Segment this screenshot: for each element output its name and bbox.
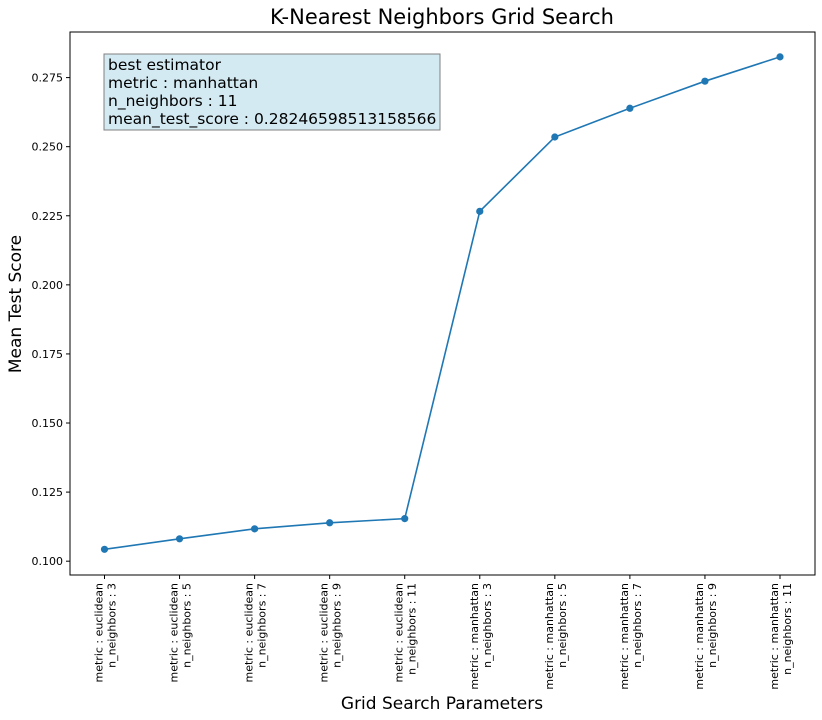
x-tick-label: metric : euclideann_neighbors : 5 [168, 583, 194, 683]
x-tick-label: metric : manhattann_neighbors : 3 [468, 583, 494, 690]
x-tick-label: metric : euclideann_neighbors : 9 [318, 583, 344, 683]
data-point [175, 535, 184, 543]
x-axis-label: Grid Search Parameters [341, 694, 543, 714]
y-tick-label: 0.225 [32, 210, 64, 223]
x-tick-label: metric : manhattann_neighbors : 7 [618, 583, 644, 690]
series-line [104, 56, 781, 551]
best-estimator-line: best estimator [108, 56, 222, 74]
x-tick-label-metric: metric : euclidean [93, 583, 106, 683]
x-tick-label-metric: metric : euclidean [318, 583, 331, 683]
x-tick-label-neighbors: n_neighbors : 3 [481, 583, 494, 668]
x-tick-label: metric : euclideann_neighbors : 11 [393, 583, 419, 683]
y-tick-label: 0.125 [32, 486, 64, 499]
x-tick-label-neighbors: n_neighbors : 5 [556, 583, 569, 668]
x-tick-label-neighbors: n_neighbors : 7 [256, 583, 269, 668]
x-tick-label: metric : euclideann_neighbors : 3 [93, 583, 119, 683]
x-tick-label-neighbors: n_neighbors : 7 [631, 583, 644, 668]
chart-title: K-Nearest Neighbors Grid Search [270, 5, 614, 29]
x-tick-label-metric: metric : manhattan [768, 583, 781, 690]
x-tick-label-neighbors: n_neighbors : 9 [331, 583, 344, 668]
y-tick-label: 0.250 [32, 141, 64, 154]
x-tick-label: metric : manhattann_neighbors : 5 [543, 583, 569, 690]
data-point [551, 133, 559, 141]
best-estimator-line: mean_test_score : 0.28246598513158566 [108, 110, 436, 129]
x-tick-label-neighbors: n_neighbors : 9 [706, 583, 719, 668]
best-estimator-line: metric : manhattan [108, 74, 258, 92]
x-tick-label: metric : manhattann_neighbors : 11 [768, 583, 794, 690]
data-point [476, 207, 484, 215]
data-point [776, 53, 784, 61]
data-point [326, 519, 334, 527]
y-axis-label: Mean Test Score [6, 235, 26, 373]
plot-frame [69, 31, 816, 576]
x-tick-label-metric: metric : manhattan [468, 583, 481, 690]
x-tick-label: metric : manhattann_neighbors : 9 [693, 583, 719, 690]
data-point [401, 515, 409, 523]
x-tick-label-metric: metric : euclidean [393, 583, 406, 683]
x-tick-label-metric: metric : manhattan [693, 583, 706, 690]
x-tick-label-metric: metric : manhattan [618, 583, 631, 690]
y-tick-label: 0.100 [32, 555, 64, 568]
data-point [251, 525, 259, 533]
best-estimator-line: n_neighbors : 11 [108, 92, 237, 111]
y-tick-label: 0.200 [32, 279, 64, 292]
data-point [626, 104, 634, 112]
x-tick-label-metric: metric : manhattan [543, 583, 556, 690]
y-tick-label: 0.275 [32, 72, 64, 85]
data-point [701, 77, 709, 85]
y-tick-label: 0.175 [32, 348, 64, 361]
x-tick-label-metric: metric : euclidean [243, 583, 256, 683]
x-tick-label-neighbors: n_neighbors : 3 [106, 583, 119, 668]
data-point [100, 545, 109, 553]
x-tick-label-neighbors: n_neighbors : 5 [181, 583, 194, 668]
y-tick-label: 0.150 [32, 417, 64, 430]
best-estimator-box [103, 53, 441, 131]
x-tick-label-neighbors: n_neighbors : 11 [406, 583, 419, 675]
plot-area: 0.100 0.125 0.150 0.175 0.200 0.225 0.250 0.275… [32, 31, 816, 690]
x-tick-label-metric: metric : euclidean [168, 583, 181, 683]
x-tick-label-neighbors: n_neighbors : 11 [781, 583, 794, 675]
x-tick-label: metric : euclideann_neighbors : 7 [243, 583, 269, 683]
